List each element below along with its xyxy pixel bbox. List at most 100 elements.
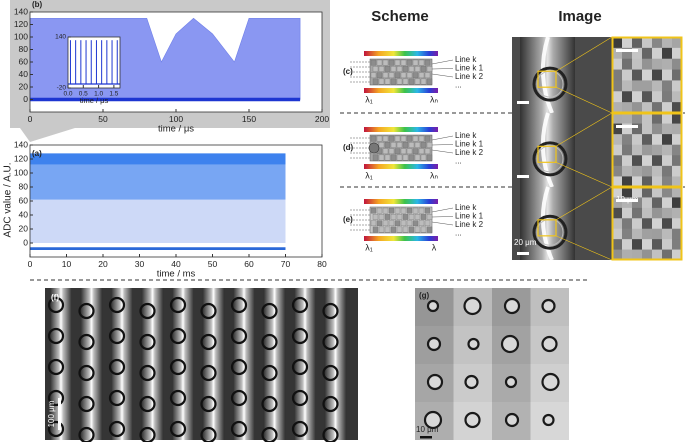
- pixel: [382, 59, 389, 66]
- channel-stripe: [50, 288, 72, 440]
- pixel: [394, 59, 401, 66]
- pixel: [418, 72, 425, 79]
- rainbow-bottom: [364, 88, 438, 93]
- pixel: [394, 135, 401, 142]
- pixel: [384, 214, 391, 220]
- pixel: [396, 154, 403, 161]
- cell: [532, 66, 568, 102]
- cell: [200, 395, 217, 413]
- zoom-pixel: [662, 228, 672, 240]
- pixel: [370, 207, 377, 214]
- lambda-start: λ₁: [365, 94, 373, 104]
- pixel: [426, 66, 433, 72]
- x-tick-label: 50: [98, 114, 108, 124]
- cell: [230, 389, 248, 407]
- zoom-pixel: [662, 123, 672, 135]
- zoom-pixel: [642, 197, 652, 209]
- pixel: [370, 59, 377, 66]
- image-rows: 20 μm 10 μm: [512, 36, 683, 261]
- zoom-pixel: [662, 249, 672, 261]
- zoom-pixel: [652, 91, 662, 103]
- zoom-pixel: [612, 249, 622, 261]
- scale-bar: [420, 436, 432, 439]
- leader: [431, 73, 454, 78]
- roi-link: [555, 162, 613, 188]
- zoom-pixel: [632, 249, 642, 261]
- pixel: [426, 142, 433, 148]
- zoom-pixel: [622, 228, 632, 240]
- pixel: [400, 59, 407, 66]
- zoom-pixel: [662, 165, 672, 177]
- pixel: [390, 142, 397, 148]
- lambda-start: λ₁: [365, 170, 373, 180]
- zoom-pixel: [652, 69, 662, 81]
- pixel: [388, 207, 395, 214]
- pixel: [418, 207, 425, 214]
- cell: [139, 364, 156, 382]
- zoom-pixel: [612, 113, 622, 125]
- roi-link: [555, 186, 613, 221]
- pixel: [402, 226, 409, 233]
- zoom-pixel: [662, 58, 672, 71]
- cell: [108, 358, 126, 376]
- x-tick-label: 10: [62, 259, 72, 269]
- cell: [169, 420, 187, 438]
- channel-stripe: [141, 288, 164, 440]
- pixel: [426, 78, 433, 85]
- pixel: [420, 78, 427, 85]
- pixel: [384, 154, 391, 161]
- x-tick-label: 1.0: [94, 91, 103, 98]
- x-tick-label: 200: [315, 114, 329, 124]
- zoom-pixel: [672, 47, 682, 60]
- y-tick-label: 140: [14, 6, 28, 16]
- zoom-pixel: [662, 207, 672, 219]
- zoom-pixel: [642, 249, 652, 261]
- zoom-pixel: [672, 37, 682, 49]
- zoom-pixel: [672, 69, 682, 81]
- zoom-pixel: [662, 239, 672, 251]
- zoom-pixel: [672, 197, 682, 209]
- zoom-pixel: [672, 58, 682, 71]
- zoom-pixel: [672, 228, 682, 240]
- zoom-pixel: [662, 113, 672, 125]
- pixel: [408, 66, 415, 72]
- pixel: [414, 78, 421, 85]
- scale-bar: [517, 252, 529, 255]
- zoom-pixel: [612, 69, 622, 81]
- pixel: [400, 148, 407, 155]
- zoom-pixel: [632, 91, 642, 103]
- cell: [532, 141, 568, 177]
- zoom-pixel: [652, 134, 662, 146]
- cell: [200, 302, 217, 320]
- channel-stripe: [324, 288, 347, 440]
- cell: [322, 364, 339, 382]
- line-label: ...: [455, 229, 462, 238]
- pixel: [382, 148, 389, 155]
- pixel: [418, 135, 425, 142]
- pixel: [390, 78, 397, 85]
- x-axis-label: time / ms: [157, 269, 196, 280]
- zoom-pixel: [622, 218, 632, 230]
- pixel: [402, 214, 409, 220]
- pixel: [378, 226, 385, 233]
- y-tick-label: 140: [14, 139, 28, 149]
- zoom-pixel: [662, 197, 672, 209]
- line-label: Line k 2: [455, 72, 484, 81]
- pixel: [388, 135, 395, 142]
- zoom-pixel: [632, 155, 642, 167]
- pixel: [424, 148, 431, 155]
- cell: [291, 327, 309, 345]
- line-label: ...: [455, 157, 462, 166]
- y-tick-label: 40: [19, 209, 29, 219]
- zoom-pixel: [622, 165, 632, 177]
- lambda-end: λ: [432, 242, 437, 252]
- pixel: [382, 207, 389, 214]
- pixel: [396, 214, 403, 220]
- zoom-pixel: [642, 228, 652, 240]
- pixel: [426, 154, 433, 161]
- pixel: [418, 148, 425, 155]
- zoom-pixel: [642, 187, 652, 198]
- cell: [169, 358, 187, 376]
- zoom-pixel: [632, 187, 642, 198]
